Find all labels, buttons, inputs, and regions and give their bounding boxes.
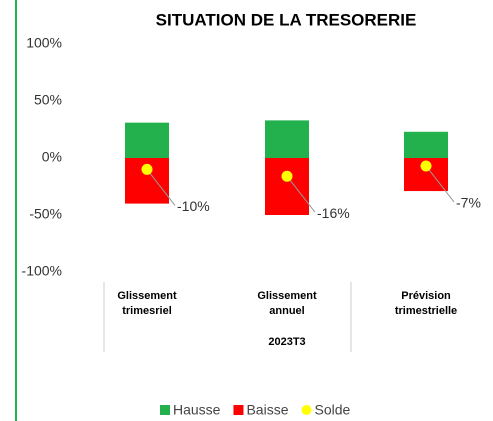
bar <box>125 122 169 158</box>
legend-swatch <box>233 405 244 415</box>
y-tick-label: -50% <box>29 206 62 222</box>
x-tick-label: trimestrielle <box>395 305 457 317</box>
value-label: -16% <box>317 205 350 221</box>
y-tick-label: 50% <box>34 92 62 108</box>
x-tick-label: Glissement <box>257 290 317 302</box>
value-label: -10% <box>177 198 210 214</box>
leader-line <box>146 169 176 206</box>
bar <box>265 158 309 215</box>
group-label: 2023T3 <box>268 336 305 348</box>
x-tick-label: Prévision <box>401 290 451 302</box>
legend-swatch <box>301 405 312 415</box>
bar <box>404 131 448 158</box>
bar <box>265 120 309 158</box>
leader-line <box>425 165 455 203</box>
solde-point <box>141 163 153 175</box>
legend-label: Baisse <box>246 402 288 418</box>
legend-label: Solde <box>315 402 351 418</box>
value-label: -7% <box>456 195 481 211</box>
x-tick-label: trimesriel <box>122 305 172 317</box>
x-tick-label: Glissement <box>117 290 177 302</box>
solde-point <box>281 170 293 182</box>
chart-title: SITUATION DE LA TRESORERIE <box>156 10 417 29</box>
y-tick-label: 100% <box>26 35 62 51</box>
leader-line <box>286 175 316 213</box>
y-tick-label: -100% <box>22 263 62 279</box>
y-tick-label: 0% <box>42 149 62 165</box>
legend-swatch <box>160 405 170 415</box>
solde-point <box>420 160 432 172</box>
legend-label: Hausse <box>173 402 221 418</box>
x-tick-label: annuel <box>269 305 304 317</box>
